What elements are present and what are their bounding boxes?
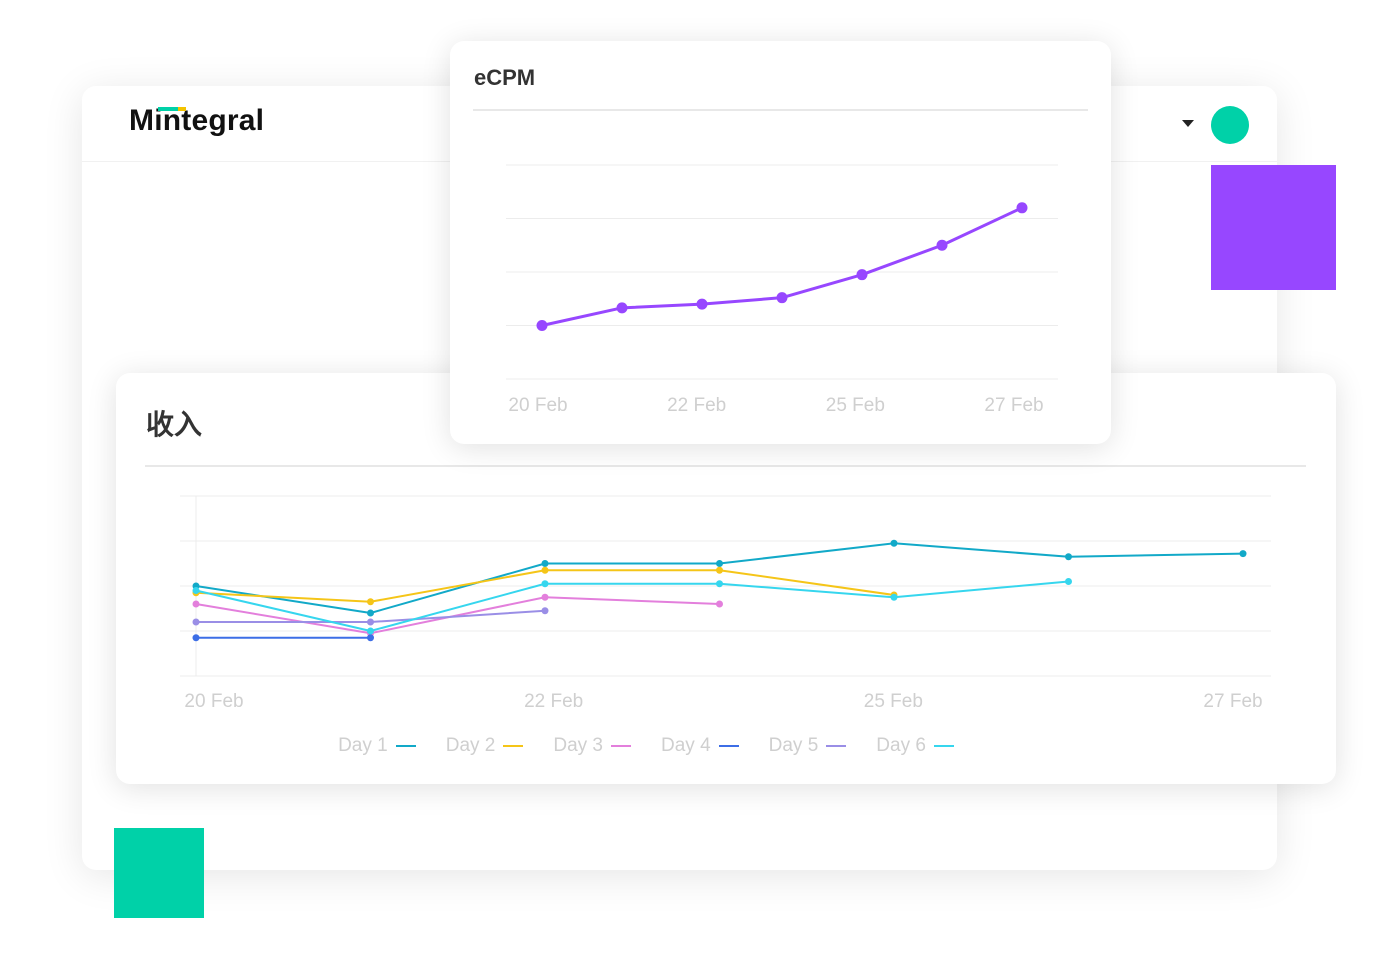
ecpm-data-point (696, 298, 708, 310)
ecpm-chart-card: eCPM 20 Feb 22 Feb 25 Feb 27 Feb (450, 41, 1111, 444)
revenue-data-point (716, 566, 723, 574)
revenue-data-point (890, 593, 898, 601)
revenue-data-point (541, 580, 549, 588)
legend-label: Day 1 (338, 735, 388, 756)
legend-label: Day 5 (768, 735, 819, 756)
ecpm-data-point (856, 269, 868, 281)
ecpm-data-point (616, 302, 628, 314)
revenue-data-point (367, 634, 374, 642)
revenue-chart-title: 收入 (146, 409, 203, 440)
legend-item[interactable]: Day 6 (876, 735, 954, 757)
logo-accent-mark-yellow (178, 107, 186, 111)
revenue-data-point (541, 560, 549, 567)
ecpm-data-point (936, 239, 948, 251)
legend-swatch (826, 745, 847, 747)
revenue-data-point (1065, 578, 1072, 585)
revenue-data-point (541, 607, 549, 615)
ecpm-x-tick-label: 25 Feb (826, 395, 885, 416)
ecpm-series-line-1 (541, 206, 1023, 327)
revenue-data-point (716, 580, 723, 588)
legend-swatch (933, 745, 954, 747)
revenue-data-point (192, 587, 200, 594)
revenue-series-line-6 (195, 580, 1069, 632)
caret-down-icon[interactable] (1182, 120, 1194, 127)
legend-item[interactable]: Day 5 (769, 735, 847, 757)
ecpm-data-point (776, 292, 788, 304)
revenue-data-point (716, 560, 723, 567)
legend-swatch (611, 745, 631, 747)
legend-swatch (395, 745, 416, 747)
ecpm-x-tick-label: 20 Feb (508, 395, 567, 416)
ecpm-title-divider (473, 109, 1088, 111)
revenue-chart: 20 Feb 22 Feb 25 Feb 27 Feb (180, 495, 1271, 712)
ecpm-chart: 20 Feb 22 Feb 25 Feb 27 Feb (506, 164, 1058, 416)
legend-label: Day 3 (553, 735, 603, 756)
revenue-data-point (192, 618, 200, 626)
revenue-data-point (367, 609, 374, 617)
legend-swatch (503, 745, 524, 747)
revenue-data-point (1065, 553, 1072, 561)
decorative-green-square (114, 828, 204, 918)
revenue-data-point (367, 598, 374, 606)
revenue-data-point (716, 600, 723, 608)
revenue-x-tick-label: 27 Feb (1203, 691, 1262, 712)
logo-accent-mark (158, 107, 178, 111)
ecpm-x-tick-label: 27 Feb (984, 395, 1043, 416)
revenue-data-point (192, 600, 200, 608)
legend-label: Day 4 (661, 735, 711, 756)
legend-label: Day 2 (445, 735, 496, 756)
legend-item[interactable]: Day 3 (553, 735, 631, 757)
ecpm-data-point (536, 320, 548, 331)
ecpm-chart-title: eCPM (474, 65, 536, 90)
revenue-data-point (367, 618, 374, 626)
revenue-data-point (541, 593, 549, 601)
legend-item[interactable]: Day 2 (446, 735, 524, 757)
legend-item[interactable]: Day 1 (338, 735, 416, 757)
revenue-data-point (541, 566, 549, 574)
revenue-data-point (367, 627, 374, 635)
ecpm-x-tick-label: 22 Feb (667, 395, 726, 416)
revenue-data-point (192, 634, 200, 642)
legend-item[interactable]: Day 4 (661, 735, 739, 757)
revenue-title-divider (145, 465, 1306, 467)
brand-logo[interactable]: Mintegral (129, 104, 265, 137)
revenue-x-tick-label: 22 Feb (524, 691, 583, 712)
revenue-data-point (1239, 550, 1247, 558)
revenue-data-point (890, 539, 898, 547)
decorative-purple-square (1211, 165, 1336, 290)
revenue-series-line-3 (195, 596, 720, 635)
revenue-x-tick-label: 25 Feb (864, 691, 923, 712)
revenue-x-tick-label: 20 Feb (184, 691, 243, 712)
legend-label: Day 6 (876, 735, 926, 756)
avatar[interactable] (1211, 106, 1249, 144)
revenue-legend: Day 1 Day 2 Day 3 Day 4 Day 5 Day 6 (116, 735, 1176, 757)
legend-swatch (718, 745, 739, 747)
ecpm-data-point (1016, 202, 1028, 214)
